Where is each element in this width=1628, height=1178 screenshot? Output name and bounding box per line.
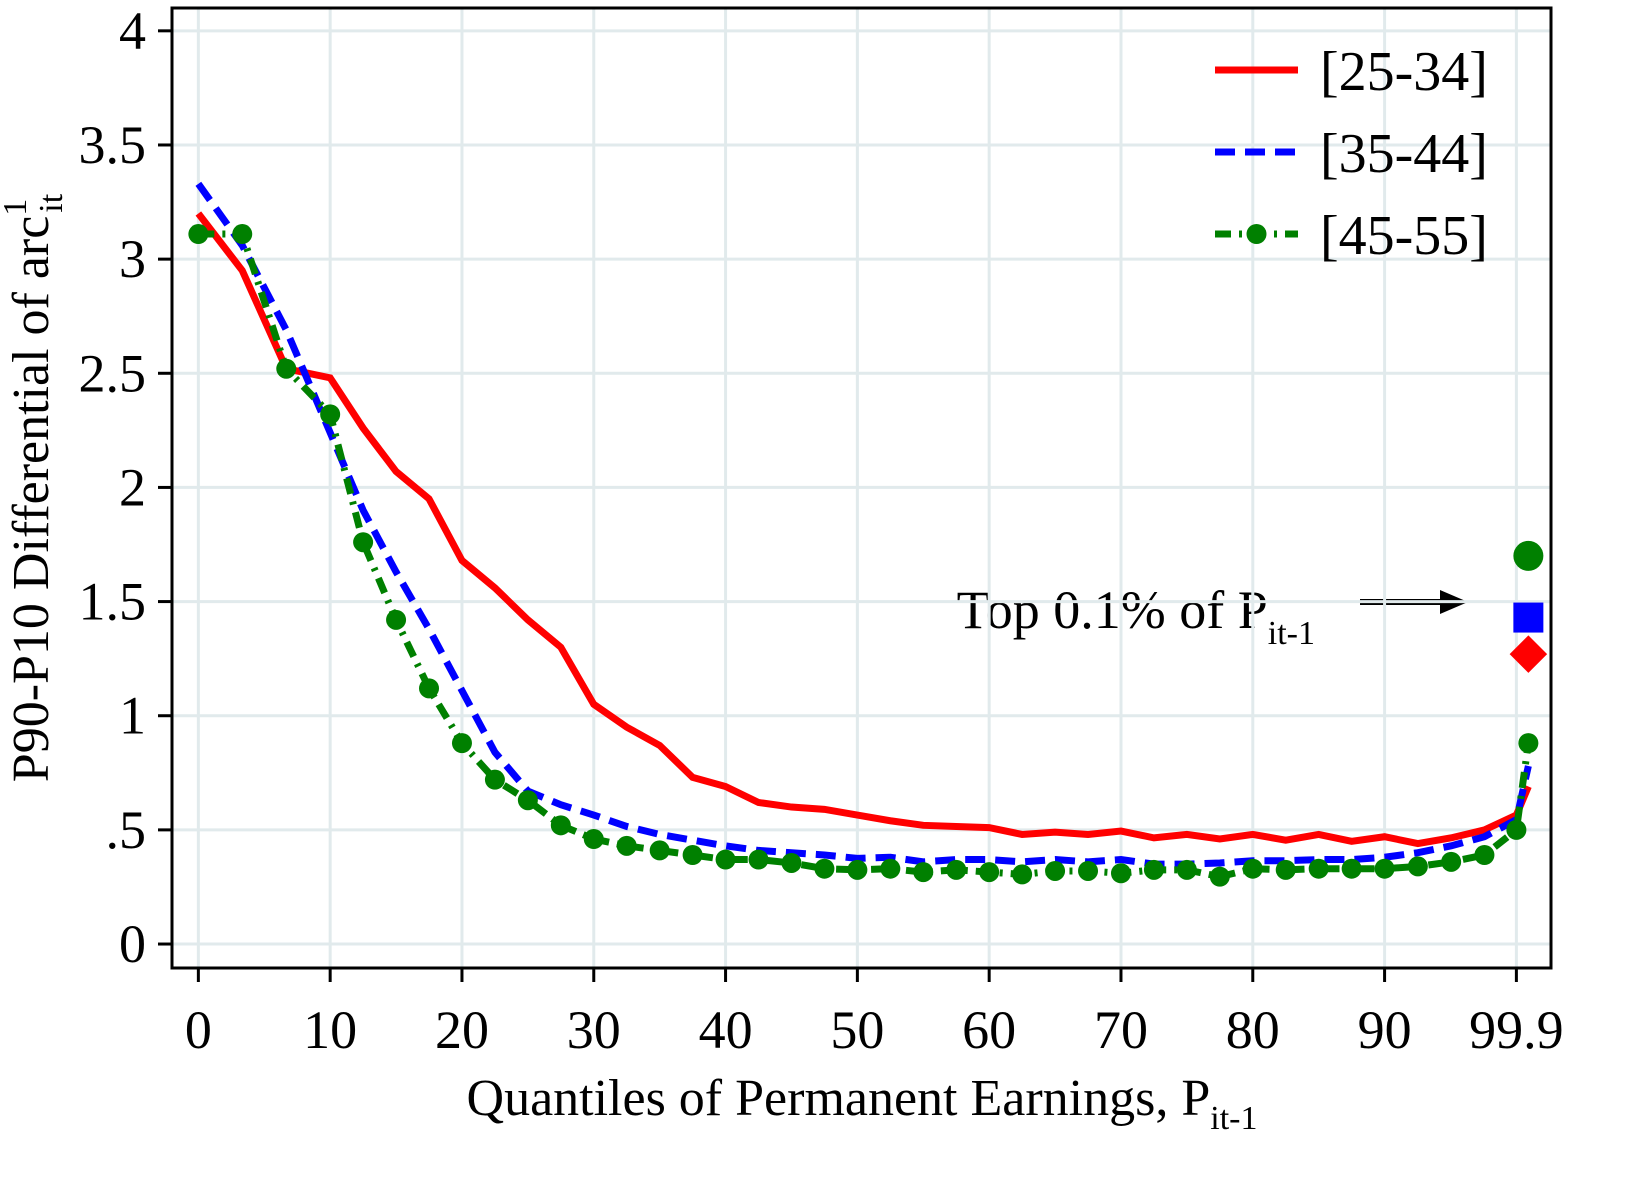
annotation-sub: it-1 bbox=[1268, 615, 1315, 652]
y-label-main: P90-P10 Differential of arc bbox=[3, 216, 60, 783]
x-tick-label: 80 bbox=[1226, 1000, 1280, 1060]
x-label: Quantiles of Permanent Earnings, Pit-1 bbox=[467, 1070, 1258, 1137]
x-tick-label: 10 bbox=[303, 1000, 357, 1060]
point bbox=[913, 862, 934, 883]
point bbox=[583, 829, 604, 850]
point bbox=[1176, 859, 1197, 880]
x-tick-label: 0 bbox=[185, 1000, 212, 1060]
point bbox=[847, 859, 868, 880]
point bbox=[1474, 844, 1495, 865]
x-tick-label: 30 bbox=[567, 1000, 621, 1060]
point bbox=[1407, 856, 1428, 877]
point bbox=[1374, 858, 1395, 879]
axes: 0.511.522.533.540 10 20 30 40 50 60 70 80 90 99.9 bbox=[79, 1, 1564, 1060]
point bbox=[1242, 858, 1263, 879]
y-label-sub: it bbox=[33, 193, 70, 212]
point bbox=[1012, 864, 1033, 885]
point bbox=[1513, 540, 1544, 571]
point bbox=[814, 858, 835, 879]
point bbox=[1209, 866, 1230, 887]
x-tick-label: 20 bbox=[435, 1000, 489, 1060]
point bbox=[517, 790, 538, 811]
y-label-sup: 1 bbox=[0, 199, 34, 216]
point bbox=[649, 840, 670, 861]
point bbox=[1341, 858, 1362, 879]
point bbox=[1509, 635, 1548, 673]
y-label: P90-P10 Differential of arc1it bbox=[0, 193, 70, 782]
point bbox=[232, 224, 253, 245]
x-label-sub: it-1 bbox=[1210, 1100, 1257, 1137]
point bbox=[1441, 851, 1462, 872]
point bbox=[1506, 819, 1527, 840]
point bbox=[419, 678, 440, 699]
point bbox=[616, 835, 637, 856]
point bbox=[715, 849, 736, 870]
legend-label: [35-44] bbox=[1320, 123, 1488, 185]
y-tick-label: 3.5 bbox=[79, 115, 147, 175]
y-tick-label: 1 bbox=[119, 686, 146, 746]
point bbox=[1143, 859, 1164, 880]
point bbox=[781, 852, 802, 873]
y-tick-label: 3 bbox=[119, 229, 146, 289]
point bbox=[386, 609, 407, 630]
point bbox=[276, 358, 297, 379]
legend-marker bbox=[1246, 224, 1267, 244]
point bbox=[320, 404, 341, 425]
point bbox=[880, 858, 901, 879]
x-tick-label: 40 bbox=[699, 1000, 753, 1060]
series-line bbox=[195, 211, 1532, 848]
point bbox=[1078, 860, 1099, 881]
point bbox=[979, 862, 1000, 883]
point bbox=[1110, 863, 1131, 884]
series-line bbox=[198, 230, 1532, 881]
point bbox=[188, 224, 209, 245]
point bbox=[1518, 733, 1539, 754]
y-tick-label: .5 bbox=[106, 800, 147, 860]
point bbox=[451, 733, 472, 754]
y-tick-label: 2.5 bbox=[79, 343, 147, 403]
plot-frame bbox=[170, 6, 1553, 970]
point bbox=[748, 849, 769, 870]
series-line bbox=[195, 181, 1532, 868]
point bbox=[484, 769, 505, 790]
x-tick-label: 50 bbox=[830, 1000, 884, 1060]
point bbox=[946, 859, 967, 880]
point bbox=[682, 844, 703, 865]
point bbox=[1275, 859, 1296, 880]
x-label-main: Quantiles of Permanent Earnings, P bbox=[467, 1070, 1211, 1127]
annotation: Top 0.1% of Pit-1 bbox=[957, 580, 1315, 652]
y-tick-label: 2 bbox=[119, 457, 146, 517]
point bbox=[1045, 860, 1066, 881]
point bbox=[1308, 858, 1329, 879]
x-tick-label: 60 bbox=[962, 1000, 1016, 1060]
x-tick-label: 70 bbox=[1094, 1000, 1148, 1060]
point bbox=[550, 815, 571, 836]
annotation-main: Top 0.1% of P bbox=[957, 580, 1268, 640]
legend-label: [45-55] bbox=[1320, 205, 1488, 267]
point bbox=[1513, 602, 1544, 633]
x-tick-label: 90 bbox=[1358, 1000, 1412, 1060]
y-tick-label: 4 bbox=[119, 1, 146, 61]
y-tick-label: 1.5 bbox=[79, 572, 147, 632]
point bbox=[353, 532, 374, 553]
y-tick-label: 0 bbox=[119, 914, 146, 974]
y-axis-title: P90-P10 Differential of arc1it bbox=[0, 193, 70, 782]
legend-label: [25-34] bbox=[1320, 41, 1488, 103]
x-tick-label: 99.9 bbox=[1469, 1000, 1564, 1060]
